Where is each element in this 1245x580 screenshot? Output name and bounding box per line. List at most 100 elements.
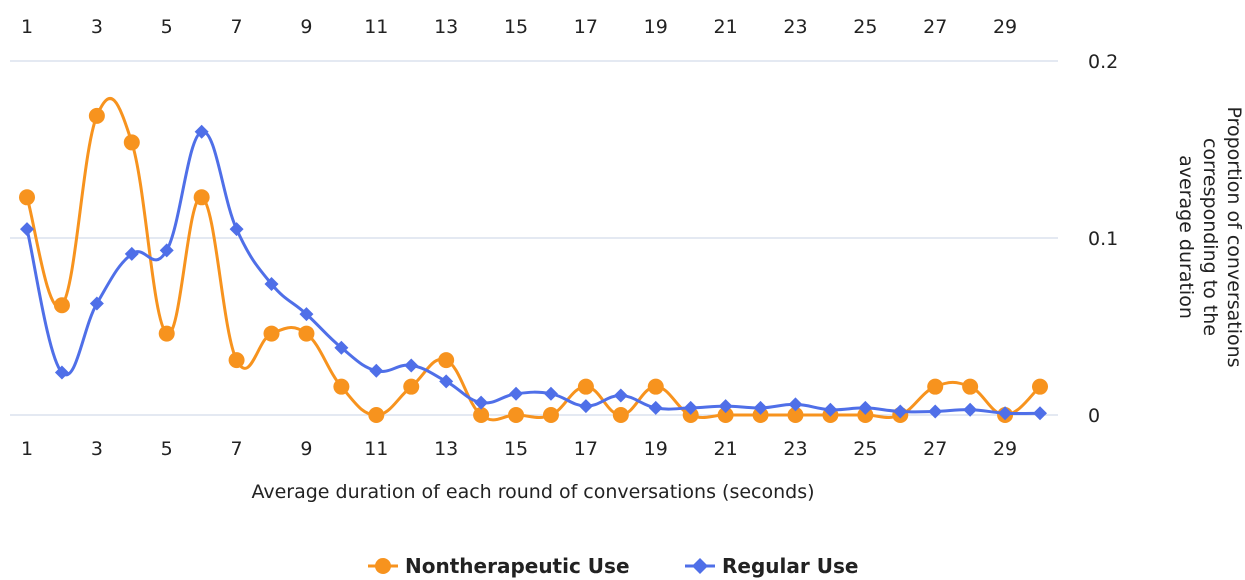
data-point-nontherapeutic[interactable] — [752, 407, 769, 423]
y-tick-label: 0.2 — [1088, 51, 1118, 73]
data-point-regular[interactable] — [543, 386, 558, 401]
data-point-nontherapeutic[interactable] — [1032, 378, 1048, 395]
gridlines — [10, 60, 1058, 416]
y-axis-title-line-2: corresponding to the — [1199, 138, 1221, 336]
data-point-nontherapeutic[interactable] — [647, 378, 664, 395]
data-point-regular[interactable] — [893, 404, 908, 419]
data-point-regular[interactable] — [613, 388, 628, 403]
data-point-nontherapeutic[interactable] — [438, 352, 455, 369]
x-tick-label-top: 5 — [161, 16, 173, 38]
x-tick-label-top: 3 — [91, 16, 103, 38]
data-point-nontherapeutic[interactable] — [19, 189, 35, 206]
data-point-regular[interactable] — [194, 124, 209, 139]
x-tick-label-bottom: 29 — [993, 438, 1017, 460]
data-point-regular[interactable] — [648, 400, 663, 415]
legend-marker-circle-icon — [375, 558, 391, 574]
x-tick-label-bottom: 17 — [574, 438, 598, 460]
data-point-nontherapeutic[interactable] — [298, 325, 315, 342]
data-point-nontherapeutic[interactable] — [333, 378, 350, 395]
data-point-regular[interactable] — [159, 243, 174, 258]
x-tick-label-top: 27 — [923, 16, 947, 38]
x-tick-label-top: 11 — [364, 16, 388, 38]
series-layer — [19, 97, 1048, 423]
data-point-nontherapeutic[interactable] — [612, 407, 629, 423]
x-tick-label-top: 13 — [434, 16, 458, 38]
data-point-regular[interactable] — [788, 397, 803, 412]
data-point-regular[interactable] — [89, 296, 104, 311]
data-point-regular[interactable] — [299, 307, 314, 322]
legend-marker-diamond-icon — [692, 558, 708, 574]
x-tick-label-bottom: 25 — [853, 438, 877, 460]
y-tick-label: 0.1 — [1088, 228, 1118, 250]
data-point-regular[interactable] — [20, 222, 34, 237]
data-point-regular[interactable] — [718, 399, 733, 414]
data-point-nontherapeutic[interactable] — [123, 134, 140, 151]
data-point-regular[interactable] — [229, 222, 244, 237]
series-line-regular — [25, 130, 1041, 416]
x-tick-label-bottom: 1 — [21, 438, 33, 460]
x-tick-label-bottom: 13 — [434, 438, 458, 460]
data-point-regular[interactable] — [334, 340, 349, 355]
x-tick-label-bottom: 23 — [783, 438, 807, 460]
legend-item-nontherapeutic[interactable]: Nontherapeutic Use — [368, 554, 630, 578]
data-point-nontherapeutic[interactable] — [508, 407, 525, 423]
legend: Nontherapeutic Use Regular Use — [368, 554, 858, 578]
data-point-regular[interactable] — [753, 400, 768, 415]
x-axis-top-ticks: 1 3 5 7 9 11 13 15 17 19 21 23 25 27 29 — [21, 16, 1017, 38]
data-point-nontherapeutic[interactable] — [263, 325, 280, 342]
data-point-regular[interactable] — [439, 374, 454, 389]
data-point-nontherapeutic[interactable] — [962, 378, 979, 395]
data-point-nontherapeutic[interactable] — [228, 352, 245, 369]
data-point-regular[interactable] — [369, 363, 384, 378]
x-tick-label-top: 23 — [783, 16, 807, 38]
data-point-regular[interactable] — [509, 386, 524, 401]
y-axis-ticks: 0 0.1 0.2 — [1088, 51, 1118, 427]
x-tick-label-top: 25 — [853, 16, 877, 38]
data-point-regular[interactable] — [578, 399, 593, 414]
x-tick-label-top: 1 — [21, 16, 33, 38]
y-axis-title-line-1: Proportion of conversations — [1223, 106, 1245, 367]
series-line-nontherapeutic — [25, 97, 1042, 422]
data-point-regular[interactable] — [1033, 406, 1047, 421]
data-point-nontherapeutic[interactable] — [787, 407, 804, 423]
x-tick-label-bottom: 19 — [644, 438, 668, 460]
legend-item-regular[interactable]: Regular Use — [685, 554, 858, 578]
x-axis-bottom-ticks: 1 3 5 7 9 11 13 15 17 19 21 23 25 27 29 — [21, 438, 1017, 460]
data-point-regular[interactable] — [264, 277, 279, 292]
data-point-regular[interactable] — [858, 400, 873, 415]
x-tick-label-top: 7 — [231, 16, 243, 38]
x-tick-label-bottom: 27 — [923, 438, 947, 460]
data-point-nontherapeutic[interactable] — [927, 378, 944, 395]
data-point-regular[interactable] — [404, 358, 419, 373]
data-point-regular[interactable] — [928, 404, 943, 419]
x-tick-label-bottom: 9 — [300, 438, 312, 460]
data-point-nontherapeutic[interactable] — [88, 107, 105, 124]
data-point-regular[interactable] — [683, 400, 698, 415]
data-point-nontherapeutic[interactable] — [193, 189, 210, 206]
x-tick-label-bottom: 15 — [504, 438, 528, 460]
x-tick-label-bottom: 7 — [231, 438, 243, 460]
y-axis-title: Proportion of conversations correspondin… — [1175, 106, 1245, 367]
data-point-nontherapeutic[interactable] — [857, 407, 874, 423]
data-point-regular[interactable] — [963, 402, 978, 417]
data-point-nontherapeutic[interactable] — [368, 407, 385, 423]
data-point-regular[interactable] — [998, 406, 1013, 421]
data-point-regular[interactable] — [124, 246, 139, 261]
x-tick-label-top: 9 — [300, 16, 312, 38]
x-tick-label-top: 29 — [993, 16, 1017, 38]
x-tick-label-bottom: 5 — [161, 438, 173, 460]
data-point-nontherapeutic[interactable] — [717, 407, 734, 423]
legend-label-nontherapeutic: Nontherapeutic Use — [405, 554, 630, 578]
data-point-nontherapeutic[interactable] — [403, 378, 420, 395]
x-tick-label-top: 17 — [574, 16, 598, 38]
data-point-regular[interactable] — [54, 365, 69, 380]
data-point-regular[interactable] — [823, 402, 838, 417]
data-point-nontherapeutic[interactable] — [577, 378, 594, 395]
x-tick-label-top: 15 — [504, 16, 528, 38]
data-point-nontherapeutic[interactable] — [53, 297, 70, 314]
data-point-nontherapeutic[interactable] — [158, 325, 175, 342]
data-point-nontherapeutic[interactable] — [542, 407, 559, 423]
data-point-nontherapeutic[interactable] — [682, 407, 699, 423]
data-point-regular[interactable] — [474, 395, 489, 410]
data-point-nontherapeutic[interactable] — [473, 407, 490, 423]
